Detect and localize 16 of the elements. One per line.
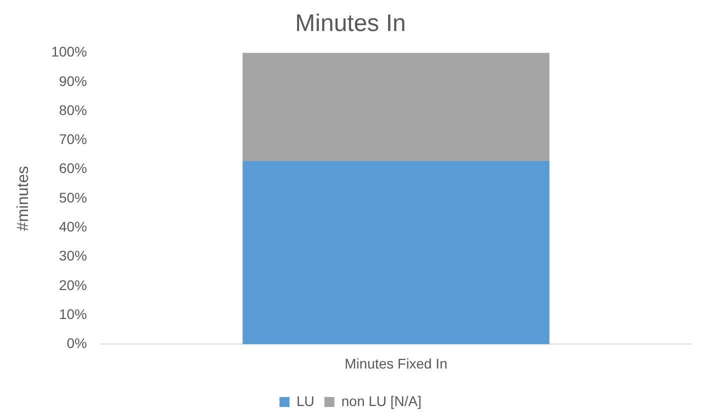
y-tick-label: 0% [66,335,88,352]
y-tick-label: 100% [51,44,88,60]
y-tick-label: 40% [58,218,88,234]
y-tick-label: 10% [58,306,88,322]
y-tick-label: 30% [58,248,88,264]
legend-label: non LU [N/A] [341,392,422,409]
y-tick-label: 70% [58,131,88,148]
y-tick-label: 60% [58,160,88,176]
y-tick-label: 50% [58,189,88,206]
chart-title: Minutes In [295,10,406,38]
x-tick-label: Minutes Fixed In [344,355,448,372]
y-axis-title: #minutes [15,166,32,231]
y-tick-label: 90% [58,72,88,89]
y-tick-label: 80% [58,102,88,118]
y-tick-label: 20% [58,276,88,293]
legend-label: LU [296,392,314,409]
